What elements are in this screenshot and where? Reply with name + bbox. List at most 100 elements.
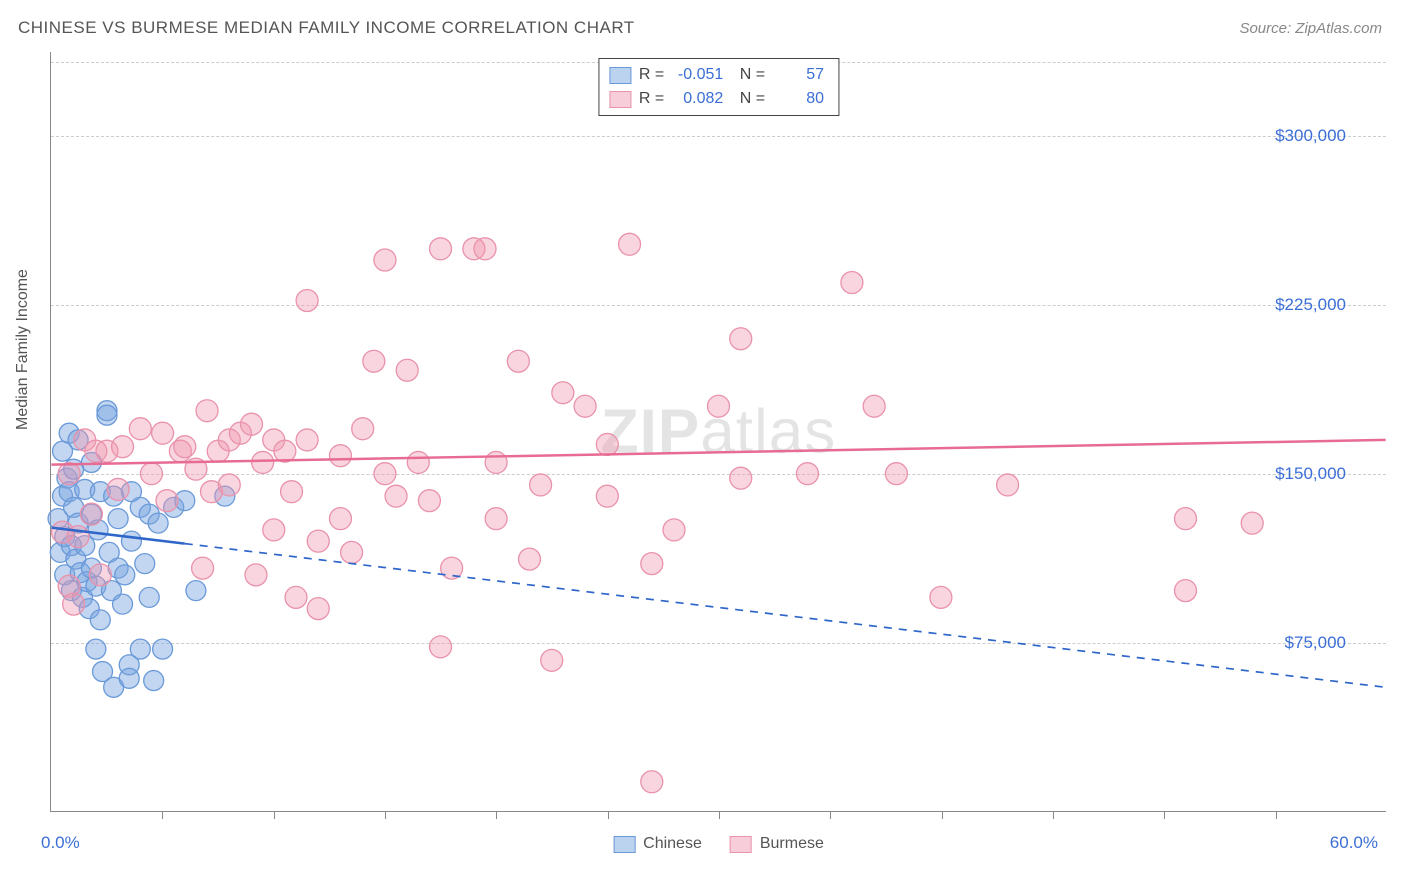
x-tick [1164,811,1165,819]
burmese-point [596,433,618,455]
burmese-point [329,445,351,467]
burmese-point [596,485,618,507]
burmese-point [58,463,80,485]
chinese-legend-label: Chinese [643,835,702,853]
burmese-point [296,290,318,312]
chinese-point [121,531,141,551]
burmese-point [296,429,318,451]
burmese-point [930,586,952,608]
burmese-r-value: 0.082 [672,87,727,111]
chart-title: CHINESE VS BURMESE MEDIAN FAMILY INCOME … [18,18,635,38]
y-axis-title: Median Family Income [14,269,32,430]
chinese-point [130,639,150,659]
chinese-r-value: -0.051 [672,63,727,87]
burmese-point [107,478,129,500]
burmese-point [507,350,529,372]
burmese-point [485,451,507,473]
burmese-point [152,422,174,444]
burmese-point [541,649,563,671]
burmese-point [396,359,418,381]
burmese-point [129,418,151,440]
burmese-point [281,481,303,503]
series-legend: Chinese Burmese [613,835,824,853]
burmese-trendline [51,440,1385,465]
burmese-point [89,564,111,586]
burmese-point [112,436,134,458]
burmese-point [485,508,507,530]
burmese-point [374,463,396,485]
burmese-point [374,249,396,271]
chinese-legend-swatch [613,836,635,853]
burmese-legend-label: Burmese [760,835,824,853]
burmese-point [252,451,274,473]
burmese-point [156,490,178,512]
x-max-label: 60.0% [1330,833,1378,853]
burmese-point [363,350,385,372]
plot-svg [51,52,1386,811]
chinese-point [139,587,159,607]
chinese-point [108,509,128,529]
burmese-point [263,519,285,541]
x-tick [719,811,720,819]
burmese-point [341,541,363,563]
x-tick [1276,811,1277,819]
burmese-swatch [609,91,631,108]
chinese-point [119,668,139,688]
burmese-point [407,451,429,473]
burmese-point [863,395,885,417]
scatter-chart: ZIPatlas $75,000$150,000$225,000$300,000… [50,52,1386,812]
burmese-point [708,395,730,417]
burmese-point [307,530,329,552]
chinese-point [90,610,110,630]
chinese-n-value: 57 [773,63,828,87]
burmese-point [307,598,329,620]
chinese-point [148,513,168,533]
chinese-point [113,594,133,614]
chinese-point [135,554,155,574]
burmese-legend-swatch [730,836,752,853]
burmese-point [730,467,752,489]
x-tick [830,811,831,819]
burmese-point [192,557,214,579]
burmese-point [329,508,351,530]
x-tick [385,811,386,819]
burmese-point [841,272,863,294]
chinese-point [86,639,106,659]
burmese-point [274,440,296,462]
burmese-point [619,233,641,255]
chinese-swatch [609,67,631,84]
chinese-point [115,565,135,585]
burmese-point [1174,580,1196,602]
chinese-point [186,581,206,601]
burmese-point [352,418,374,440]
x-tick [274,811,275,819]
burmese-point [140,463,162,485]
burmese-point [641,771,663,793]
burmese-point [196,400,218,422]
burmese-point [241,413,263,435]
burmese-point [552,382,574,404]
burmese-point [245,564,267,586]
burmese-point [530,474,552,496]
burmese-point [218,474,240,496]
burmese-point [574,395,596,417]
x-tick [608,811,609,819]
chinese-point [153,639,173,659]
burmese-point [80,503,102,525]
burmese-point [1241,512,1263,534]
burmese-point [430,238,452,260]
burmese-point [885,463,907,485]
x-tick [1053,811,1054,819]
x-min-label: 0.0% [41,833,80,853]
burmese-point [285,586,307,608]
burmese-n-value: 80 [773,87,828,111]
x-tick [496,811,497,819]
burmese-point [641,553,663,575]
burmese-point [174,436,196,458]
chinese-point [97,405,117,425]
burmese-point [796,463,818,485]
burmese-point [385,485,407,507]
burmese-point [430,636,452,658]
chinese-trendline-dashed [185,544,1386,688]
burmese-point [474,238,496,260]
